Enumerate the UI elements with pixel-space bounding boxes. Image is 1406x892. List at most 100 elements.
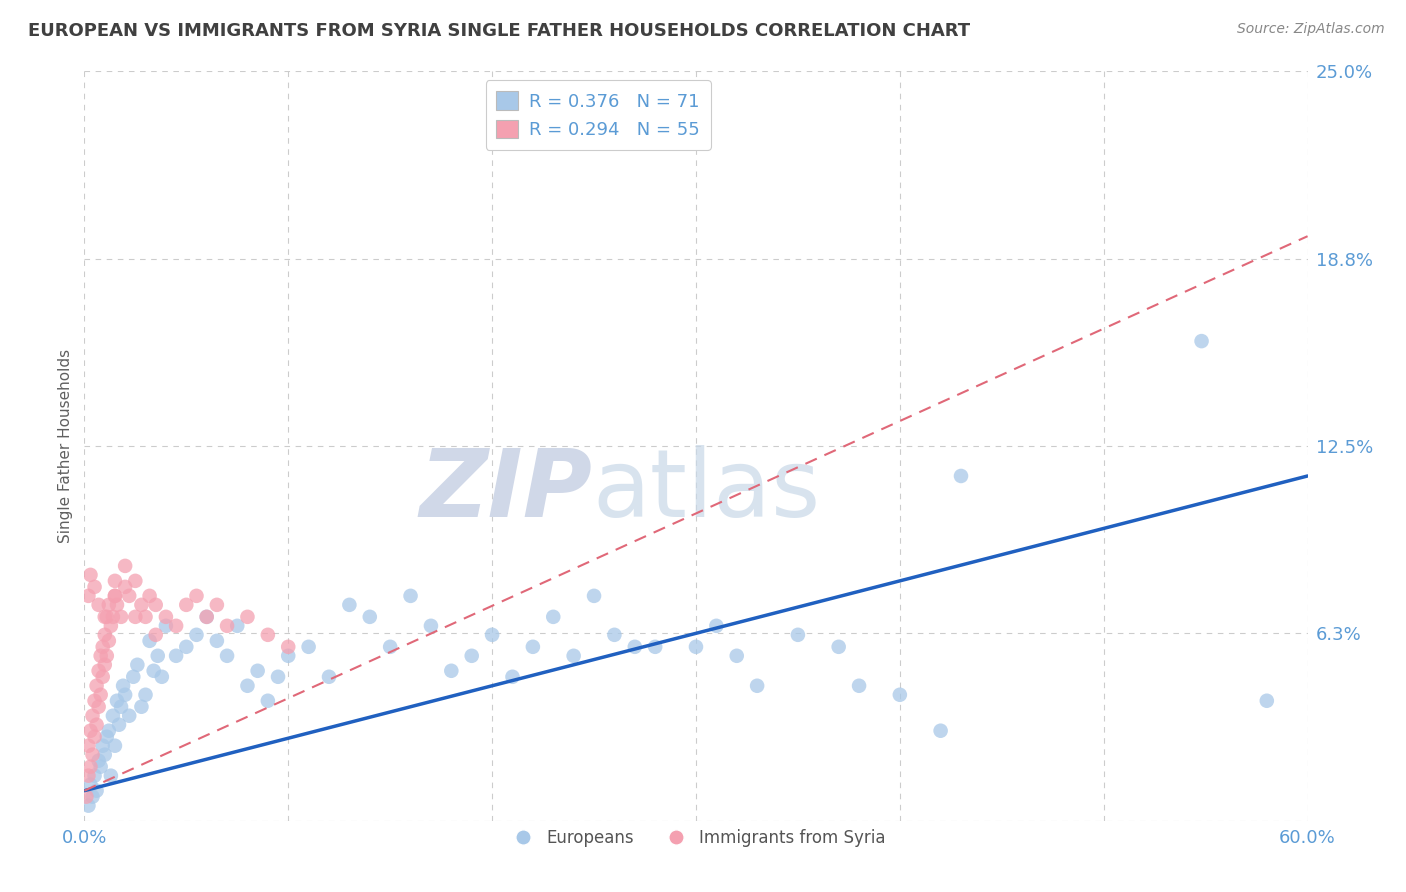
Europeans	[828, 640, 851, 654]
Europeans	[318, 670, 340, 684]
Europeans	[747, 679, 769, 693]
Europeans	[380, 640, 402, 654]
Europeans	[267, 670, 290, 684]
Europeans	[79, 778, 101, 792]
Legend: Europeans, Immigrants from Syria: Europeans, Immigrants from Syria	[499, 822, 893, 854]
Immigrants from Syria	[93, 657, 115, 672]
Immigrants from Syria	[97, 598, 120, 612]
Y-axis label: Single Father Households: Single Father Households	[58, 349, 73, 543]
Immigrants from Syria	[79, 723, 101, 738]
Europeans	[108, 717, 131, 731]
Europeans	[104, 739, 127, 753]
Immigrants from Syria	[257, 628, 280, 642]
Immigrants from Syria	[110, 610, 132, 624]
Immigrants from Syria	[87, 664, 110, 678]
Immigrants from Syria	[87, 699, 110, 714]
Immigrants from Syria	[82, 747, 104, 762]
Europeans	[96, 730, 118, 744]
Europeans	[155, 619, 177, 633]
Europeans	[420, 619, 443, 633]
Immigrants from Syria	[135, 610, 157, 624]
Europeans	[87, 754, 110, 768]
Europeans	[217, 648, 239, 663]
Immigrants from Syria	[87, 598, 110, 612]
Immigrants from Syria	[138, 589, 160, 603]
Europeans	[1256, 694, 1278, 708]
Europeans	[257, 694, 280, 708]
Immigrants from Syria	[96, 610, 118, 624]
Europeans	[122, 670, 145, 684]
Europeans	[1191, 334, 1213, 348]
Immigrants from Syria	[217, 619, 239, 633]
Europeans	[138, 633, 160, 648]
Europeans	[82, 789, 104, 804]
Immigrants from Syria	[104, 589, 127, 603]
Europeans	[131, 699, 153, 714]
Immigrants from Syria	[114, 580, 136, 594]
Europeans	[543, 610, 565, 624]
Europeans	[236, 679, 259, 693]
Immigrants from Syria	[155, 610, 177, 624]
Europeans	[440, 664, 463, 678]
Europeans	[461, 648, 484, 663]
Immigrants from Syria	[79, 760, 101, 774]
Europeans	[848, 679, 870, 693]
Europeans	[150, 670, 173, 684]
Europeans	[77, 798, 100, 813]
Europeans	[101, 708, 124, 723]
Europeans	[90, 760, 112, 774]
Immigrants from Syria	[79, 567, 101, 582]
Europeans	[889, 688, 911, 702]
Immigrants from Syria	[82, 708, 104, 723]
Europeans	[399, 589, 422, 603]
Europeans	[114, 688, 136, 702]
Europeans	[226, 619, 249, 633]
Immigrants from Syria	[83, 694, 105, 708]
Immigrants from Syria	[97, 633, 120, 648]
Europeans	[929, 723, 952, 738]
Immigrants from Syria	[124, 610, 146, 624]
Immigrants from Syria	[86, 679, 108, 693]
Europeans	[298, 640, 321, 654]
Europeans	[583, 589, 606, 603]
Immigrants from Syria	[165, 619, 187, 633]
Immigrants from Syria	[236, 610, 259, 624]
Europeans	[950, 469, 973, 483]
Europeans	[83, 769, 105, 783]
Immigrants from Syria	[104, 574, 127, 588]
Europeans	[205, 633, 228, 648]
Europeans	[685, 640, 707, 654]
Immigrants from Syria	[174, 598, 197, 612]
Text: ZIP: ZIP	[419, 445, 592, 537]
Europeans	[105, 694, 128, 708]
Europeans	[174, 640, 197, 654]
Europeans	[100, 769, 122, 783]
Immigrants from Syria	[277, 640, 299, 654]
Europeans	[93, 747, 115, 762]
Europeans	[246, 664, 269, 678]
Immigrants from Syria	[145, 598, 167, 612]
Immigrants from Syria	[104, 589, 127, 603]
Immigrants from Syria	[205, 598, 228, 612]
Europeans	[146, 648, 169, 663]
Europeans	[603, 628, 626, 642]
Immigrants from Syria	[105, 598, 128, 612]
Text: EUROPEAN VS IMMIGRANTS FROM SYRIA SINGLE FATHER HOUSEHOLDS CORRELATION CHART: EUROPEAN VS IMMIGRANTS FROM SYRIA SINGLE…	[28, 22, 970, 40]
Europeans	[118, 708, 141, 723]
Text: Source: ZipAtlas.com: Source: ZipAtlas.com	[1237, 22, 1385, 37]
Immigrants from Syria	[77, 739, 100, 753]
Europeans	[277, 648, 299, 663]
Immigrants from Syria	[86, 717, 108, 731]
Immigrants from Syria	[96, 648, 118, 663]
Europeans	[725, 648, 748, 663]
Immigrants from Syria	[91, 640, 114, 654]
Immigrants from Syria	[90, 688, 112, 702]
Europeans	[135, 688, 157, 702]
Immigrants from Syria	[195, 610, 218, 624]
Europeans	[644, 640, 666, 654]
Europeans	[127, 657, 149, 672]
Europeans	[624, 640, 647, 654]
Europeans	[787, 628, 810, 642]
Immigrants from Syria	[93, 610, 115, 624]
Immigrants from Syria	[93, 628, 115, 642]
